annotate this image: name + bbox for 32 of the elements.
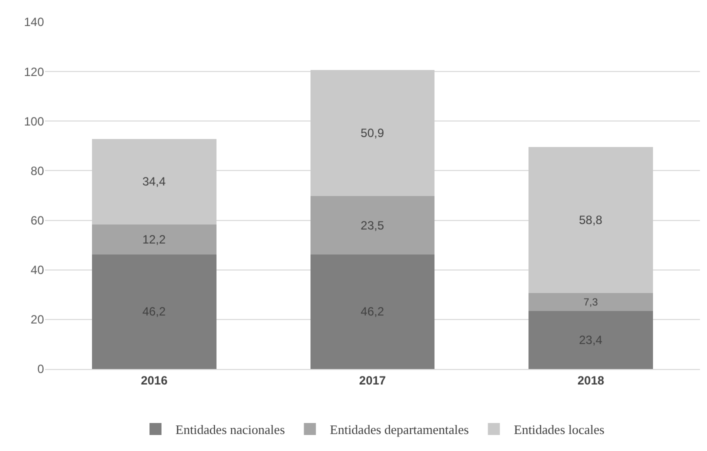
- data-label: 7,3: [583, 297, 598, 308]
- data-label: 58,8: [578, 213, 603, 228]
- y-tick-label: 80: [30, 164, 44, 178]
- x-tick-label: 2017: [359, 373, 386, 388]
- legend-label: Entidades locales: [514, 422, 604, 438]
- data-label: 46,2: [360, 304, 384, 319]
- data-label: 34,4: [142, 174, 166, 189]
- y-tick-label: 40: [30, 263, 44, 278]
- y-tick-label: 20: [30, 312, 44, 327]
- bar: [92, 254, 216, 369]
- bar: [310, 254, 435, 369]
- bar: [528, 147, 654, 293]
- x-tick-label: 2016: [140, 373, 168, 388]
- y-tick-label: 140: [24, 15, 44, 30]
- data-label: 12,2: [142, 232, 166, 246]
- data-label: 23,4: [578, 333, 603, 347]
- x-tick-label: 2018: [577, 373, 604, 388]
- y-tick-label: 120: [24, 64, 44, 79]
- data-label: 50,9: [360, 126, 384, 140]
- bar: [92, 224, 216, 254]
- legend-label: Entidades nacionales: [176, 422, 285, 438]
- bar: [528, 292, 654, 311]
- y-tick-label: 60: [30, 213, 44, 228]
- y-tick-label: 100: [24, 114, 44, 128]
- data-label: 23,5: [360, 218, 384, 232]
- bar: [92, 138, 216, 224]
- bar: [528, 311, 654, 369]
- bar: [310, 196, 435, 254]
- legend-label: Entidades departamentales: [330, 422, 469, 438]
- bar: [310, 70, 435, 196]
- data-label: 46,2: [142, 304, 166, 319]
- y-tick-label: 0: [37, 362, 44, 376]
